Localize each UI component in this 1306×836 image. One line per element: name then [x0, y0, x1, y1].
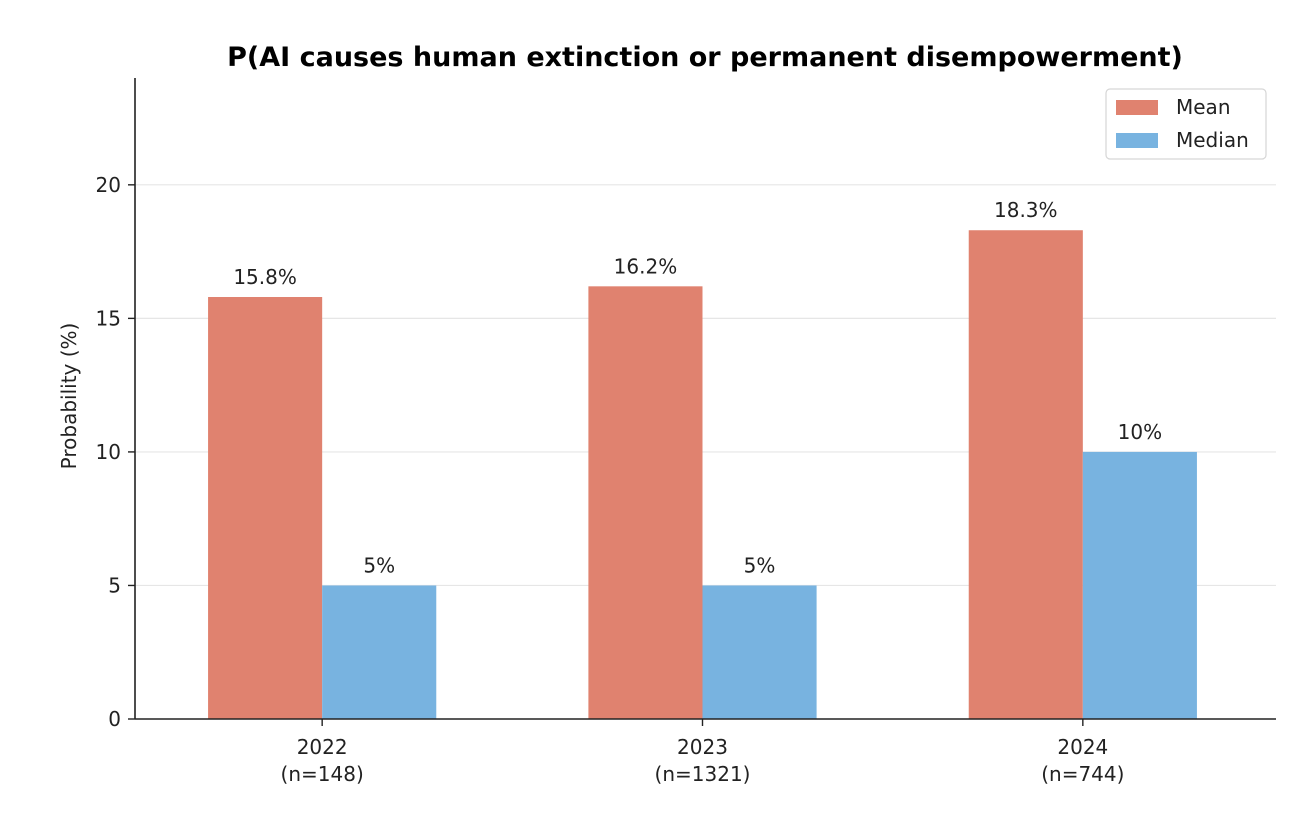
data-label-median-2023: 5% [744, 553, 776, 577]
bars [208, 230, 1197, 720]
x-tick-label-year: 2024 [1057, 735, 1108, 759]
x-tick-label-n: (n=744) [1041, 762, 1124, 786]
bar-median-2022 [322, 585, 437, 719]
y-tick-label: 10 [96, 440, 121, 464]
legend-label-mean: Mean [1176, 95, 1231, 119]
legend-swatch-median [1116, 133, 1158, 148]
y-tick-label: 15 [96, 306, 121, 330]
y-tick-label: 5 [108, 573, 121, 597]
legend-label-median: Median [1176, 128, 1249, 152]
x-tick-label-year: 2023 [677, 735, 728, 759]
data-labels: 15.8% 5% 16.2% 5% 18.3% 10% [233, 198, 1162, 577]
x-tick-label-year: 2022 [297, 735, 348, 759]
bar-mean-2022 [208, 297, 323, 719]
data-label-mean-2022: 15.8% [233, 265, 297, 289]
y-tick-label: 0 [108, 707, 121, 731]
bar-median-2024 [1082, 451, 1197, 719]
bar-mean-2023 [588, 286, 703, 719]
legend-swatch-mean [1116, 100, 1158, 115]
data-label-median-2022: 5% [363, 553, 395, 577]
bar-median-2023 [702, 585, 817, 719]
data-label-mean-2024: 18.3% [994, 198, 1058, 222]
tick-labels: 0 5 10 15 20 2022 (n=148) 2023 (n=1321) 2024 (n=74… [96, 173, 1125, 786]
x-tick-label-n: (n=1321) [655, 762, 751, 786]
x-tick-label-n: (n=148) [281, 762, 364, 786]
data-label-median-2024: 10% [1118, 420, 1162, 444]
bar-mean-2024 [968, 230, 1083, 720]
data-label-mean-2023: 16.2% [614, 254, 678, 278]
y-tick-label: 20 [96, 173, 121, 197]
legend: Mean Median [1105, 88, 1267, 160]
chart-title: P(AI causes human extinction or permanen… [227, 42, 1183, 73]
y-axis-label: Probability (%) [57, 323, 81, 470]
